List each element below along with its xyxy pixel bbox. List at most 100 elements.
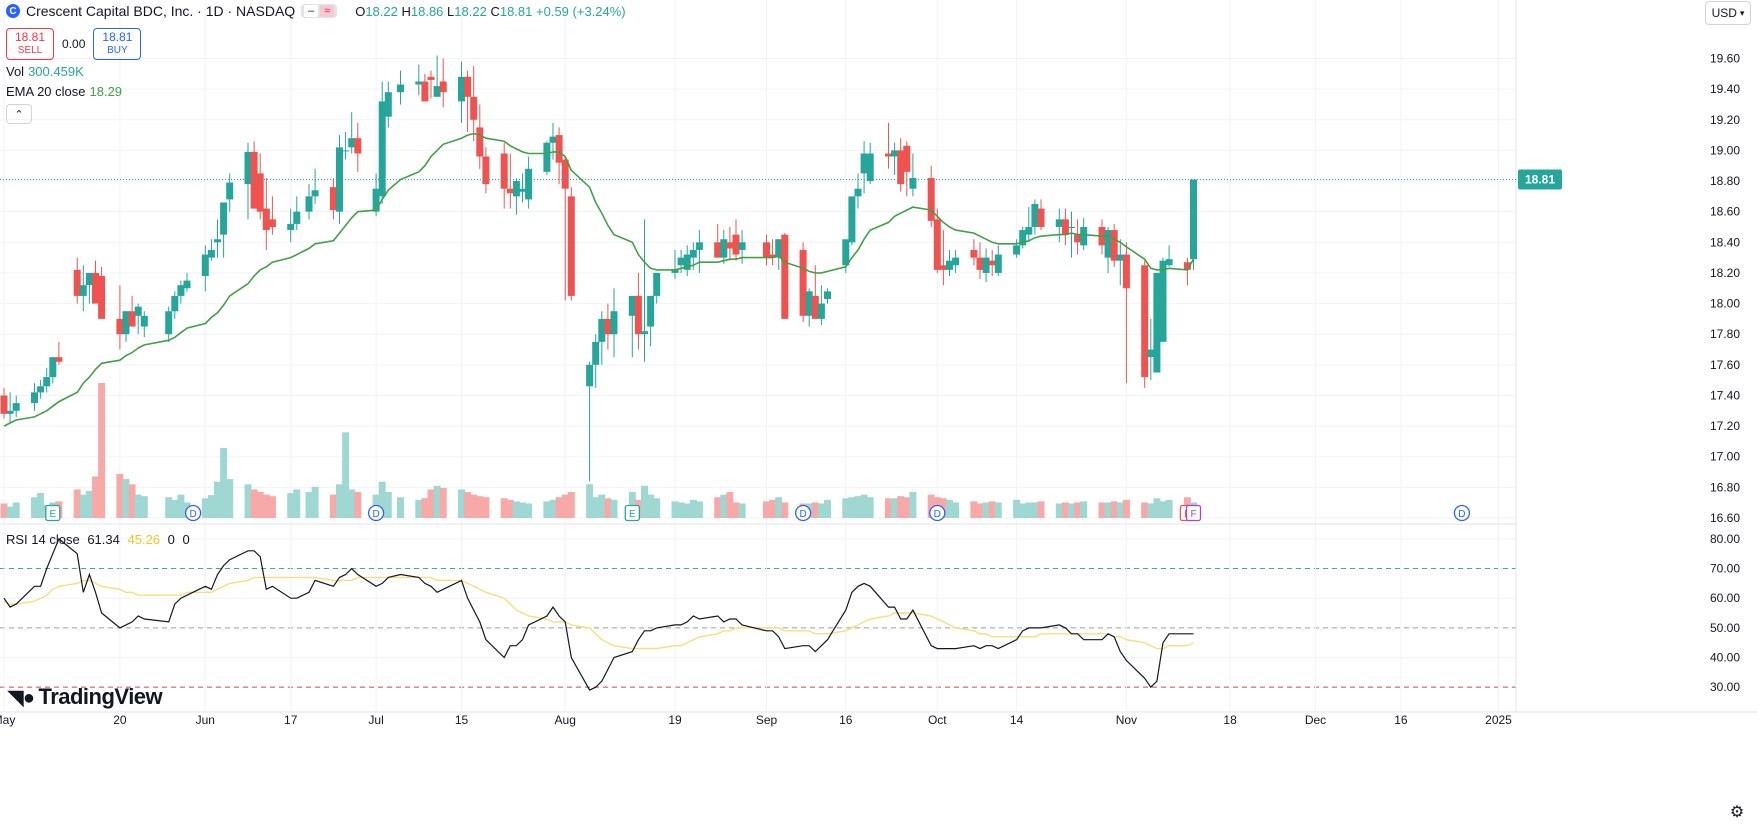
candle-body: [994, 254, 1002, 273]
volume-bar: [683, 503, 691, 518]
volume-bar: [775, 497, 783, 518]
volume-bar: [848, 497, 856, 518]
candle-body: [647, 295, 655, 327]
tradingview-logo[interactable]: ◥● TradingView: [8, 684, 163, 709]
candle-body: [1031, 204, 1039, 227]
last-price-label: 18.81: [1525, 173, 1555, 187]
volume-bar: [1080, 501, 1088, 518]
candle-body: [201, 254, 209, 276]
candle-body: [439, 81, 447, 93]
settings-gear-icon[interactable]: ⚙: [1729, 804, 1745, 821]
volume-bar: [695, 501, 703, 518]
minus-icon[interactable]: –: [304, 5, 319, 17]
candle-body: [207, 249, 215, 258]
volume-bar: [256, 492, 264, 518]
candle-body: [860, 153, 868, 174]
candle-body: [988, 260, 996, 266]
candle-body: [1110, 230, 1118, 261]
volume-bar: [348, 489, 356, 518]
candle-body: [891, 150, 899, 157]
candle-body: [1183, 262, 1191, 270]
volume-bar: [671, 501, 679, 518]
price-tick-label: 18.20: [1710, 266, 1740, 280]
candle-body: [92, 272, 99, 304]
candle-body: [1116, 254, 1124, 261]
volume-bar: [214, 481, 221, 518]
candle-body: [561, 159, 569, 189]
volume-bar: [177, 494, 185, 518]
volume-bar: [732, 502, 740, 518]
collapse-legend-button[interactable]: ⌃: [6, 104, 32, 124]
candle-body: [1068, 226, 1075, 228]
time-tick-label: 16: [1394, 713, 1408, 727]
candle-body: [458, 76, 465, 102]
time-tick-label: 16: [839, 713, 853, 727]
price-tick-label: 17.20: [1710, 419, 1740, 433]
volume-bar: [885, 498, 892, 518]
volume-bar: [433, 485, 441, 518]
volume-bar: [31, 497, 38, 518]
earnings-marker: [1185, 504, 1202, 522]
volume-bar: [512, 501, 520, 518]
candle-body: [311, 190, 319, 197]
rsi-tick-label: 50.00: [1710, 621, 1740, 635]
event-marker-letter: D: [934, 509, 941, 520]
volume-bar: [543, 501, 551, 518]
candle-body: [909, 177, 917, 189]
currency-selector[interactable]: USD ▾: [1705, 1, 1751, 25]
candle-body: [598, 318, 606, 342]
time-tick-label: 15: [455, 713, 469, 727]
chart-mode-pill[interactable]: – ≈: [301, 4, 338, 18]
buy-button[interactable]: 18.81 BUY: [93, 28, 142, 60]
volume-bar: [1098, 502, 1106, 518]
candle-body: [1165, 259, 1173, 266]
last-price-badge: [1518, 169, 1562, 190]
candle-body: [49, 357, 57, 378]
sell-button[interactable]: 18.81 SELL: [6, 28, 55, 60]
symbol-header[interactable]: C Crescent Capital BDC, Inc. · 1D · NASD…: [6, 3, 626, 19]
volume-bar: [378, 481, 386, 518]
volume-legend[interactable]: Vol 300.459K: [6, 64, 84, 79]
volume-bar: [653, 498, 661, 518]
candle-body: [372, 188, 380, 212]
candle-body: [43, 377, 51, 387]
volume-bar: [842, 498, 850, 518]
rsi-tick-label: 30.00: [1710, 680, 1740, 694]
time-tick-label: Sep: [756, 713, 778, 727]
candle-body: [177, 285, 185, 296]
rsi-legend[interactable]: RSI 14 close 61.34 45.26 0 0: [6, 532, 190, 547]
volume-bar: [927, 494, 935, 518]
volume-bar: [903, 497, 911, 518]
volume-bar: [482, 497, 490, 518]
time-tick-label: Dec: [1305, 713, 1326, 727]
candle-body: [1080, 226, 1088, 246]
candle-body: [726, 242, 734, 249]
candle-body: [903, 145, 911, 172]
time-tick-label: 17: [284, 713, 298, 727]
volume-bar: [262, 494, 270, 518]
volume-bar: [415, 499, 423, 518]
candle-body: [128, 311, 136, 327]
volume-bar: [1031, 502, 1039, 518]
volume-bar: [12, 502, 20, 518]
event-marker-letter: D: [1458, 509, 1465, 520]
symbol-title[interactable]: Crescent Capital BDC, Inc. · 1D · NASDAQ: [26, 3, 296, 19]
earnings-marker: [45, 504, 61, 522]
axes[interactable]: 16.60 16.80 17.00 17.20 17.40 17.60 17.80 18.00…: [0, 0, 1757, 727]
volume-bar: [689, 499, 697, 518]
candle-body: [769, 254, 777, 258]
volume-bar: [970, 501, 978, 518]
candle-body: [250, 151, 258, 209]
volume-bar: [421, 498, 429, 518]
ema-legend[interactable]: EMA 20 close 18.29: [6, 84, 123, 99]
candle-body: [1061, 219, 1069, 235]
event-marker-letter: D: [799, 509, 806, 520]
candle-body: [927, 177, 935, 221]
volume-bar: [647, 494, 655, 518]
volume-bar: [781, 502, 789, 518]
candle-body: [415, 81, 423, 85]
wave-icon[interactable]: ≈: [320, 5, 335, 17]
candle-body: [73, 269, 81, 296]
candle-body: [506, 188, 514, 194]
